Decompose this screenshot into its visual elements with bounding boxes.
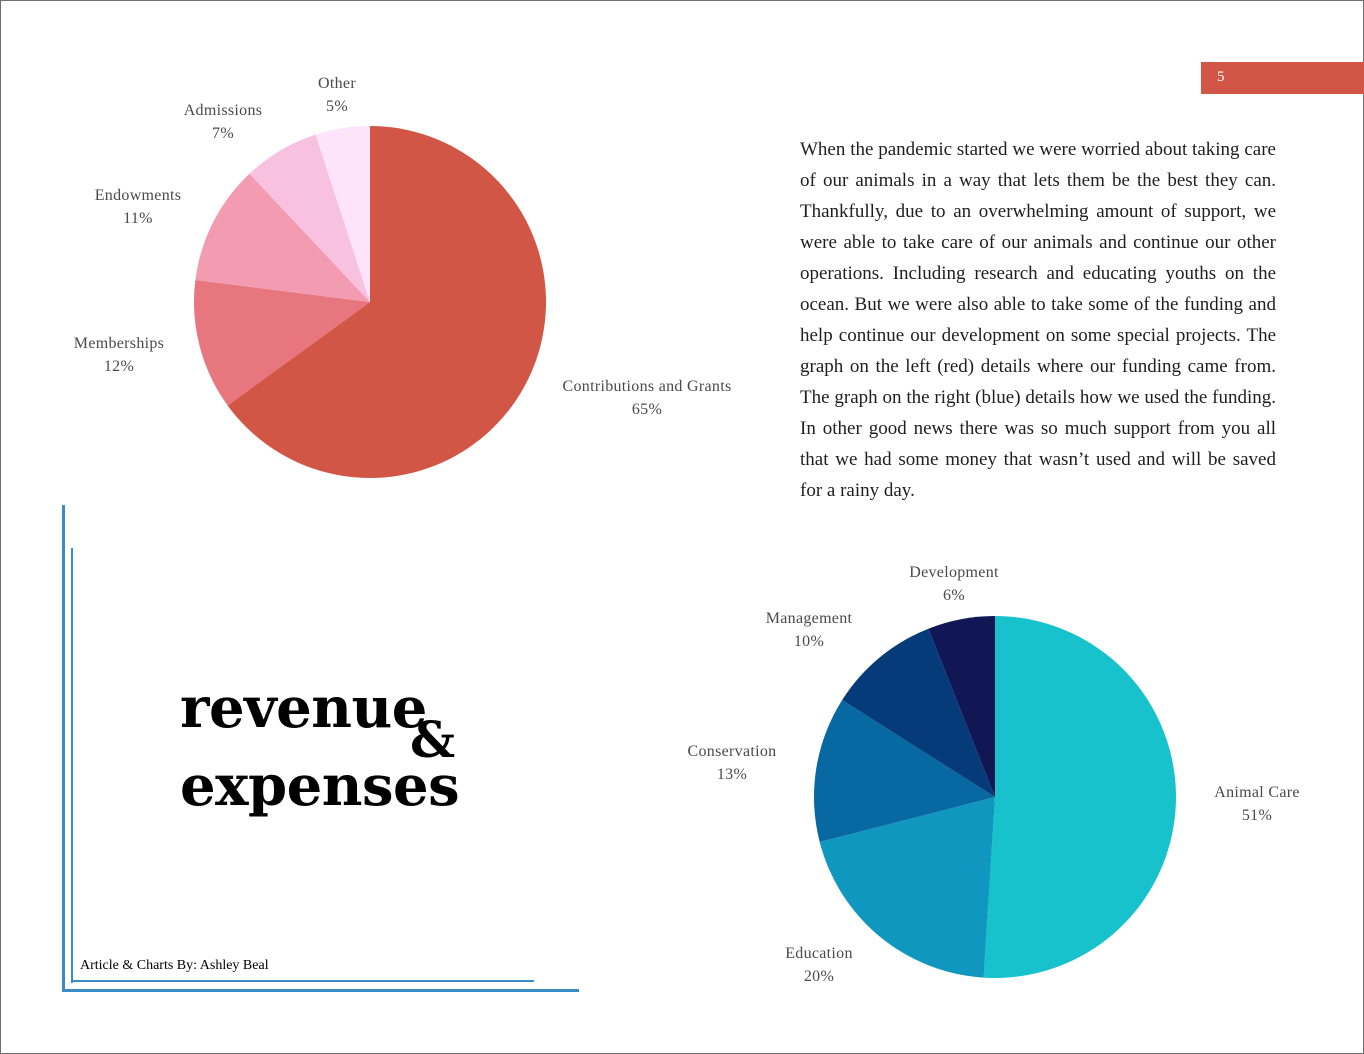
slice-label: Contributions and Grants	[563, 378, 732, 395]
decorative-border-line	[71, 980, 534, 982]
slice-percent: 7%	[212, 125, 234, 142]
title-word-expenses: expenses	[180, 753, 460, 819]
pie-slice-contributions-and-grants	[227, 126, 547, 478]
slice-percent: 65%	[632, 401, 662, 418]
byline: Article & Charts By: Ashley Beal	[80, 958, 269, 973]
pie-slice-other	[315, 126, 370, 302]
slice-percent: 11%	[123, 210, 153, 227]
title-ampersand: &	[410, 710, 456, 769]
decorative-border-line	[62, 505, 65, 992]
decorative-border-line	[62, 989, 579, 992]
revenue-pie-chart: Contributions and Grants 65% Memberships 12…	[74, 75, 732, 478]
slice-percent: 12%	[104, 358, 134, 375]
decorative-border-line	[71, 548, 73, 983]
page-number: 5	[1217, 69, 1225, 85]
page-title: revenue & expenses	[180, 675, 460, 819]
pie-slice-memberships	[194, 279, 370, 406]
article-body: When the pandemic started we were worrie…	[800, 139, 1276, 501]
slice-percent: 5%	[326, 98, 348, 115]
pie-slice-endowments	[195, 173, 370, 302]
slice-label: Memberships	[74, 335, 164, 352]
slice-label: Admissions	[184, 102, 263, 119]
page-number-tab: 5	[1201, 62, 1364, 94]
slice-label: Endowments	[95, 187, 182, 204]
pie-slice-admissions	[249, 134, 370, 302]
title-word-revenue: revenue	[180, 675, 427, 741]
slice-label: Other	[318, 75, 356, 92]
